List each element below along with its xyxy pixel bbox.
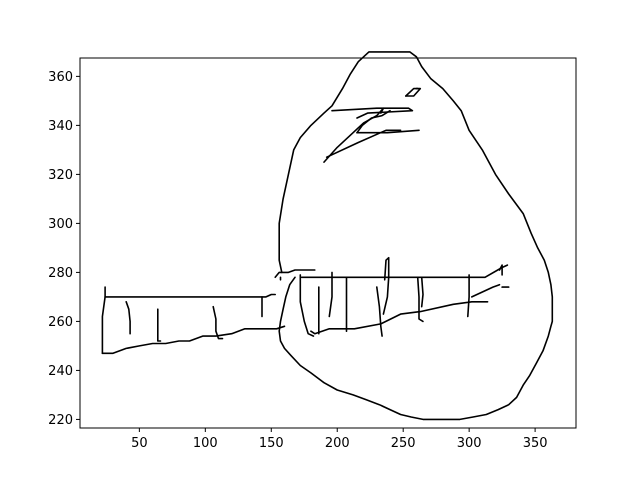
stroke-line-28 xyxy=(323,107,385,163)
axes-frame xyxy=(79,57,577,429)
y-tick-label-7: 360 xyxy=(48,70,73,85)
stroke-line-21 xyxy=(471,283,501,298)
stroke-line-4 xyxy=(104,286,276,298)
y-tick-label-4: 300 xyxy=(48,217,73,232)
stroke-line-2 xyxy=(278,51,554,421)
axes-layer: 50 100 150 200 250 300 350 220 240 260 280 300 320 34… xyxy=(48,70,547,451)
stroke-line-24 xyxy=(331,107,414,119)
x-tick-label-3: 200 xyxy=(325,436,350,451)
y-tick-label-0: 220 xyxy=(48,413,73,428)
plot-area xyxy=(80,58,576,428)
stroke-line-6 xyxy=(125,301,131,335)
stroke-line-22 xyxy=(498,264,503,276)
stroke-line-29 xyxy=(325,129,402,158)
y-tick-label-5: 320 xyxy=(48,168,73,183)
stroke-line-0 xyxy=(274,269,316,279)
stroke-line-17 xyxy=(382,256,390,315)
stroke-line-5 xyxy=(101,325,286,355)
stroke-line-16 xyxy=(376,286,383,337)
stroke-line-30 xyxy=(405,87,419,97)
stroke-line-20 xyxy=(467,274,470,318)
x-tick-label-4: 250 xyxy=(391,436,416,451)
x-tick-label-5: 300 xyxy=(457,436,482,451)
y-tick-label-6: 340 xyxy=(48,119,73,134)
y-tick-label-2: 260 xyxy=(48,315,73,330)
stroke-line-27 xyxy=(356,129,420,134)
stroke-line-19 xyxy=(420,276,424,308)
stroke-line-7 xyxy=(157,308,162,342)
stroke-line-11 xyxy=(300,264,509,279)
x-tick-label-1: 100 xyxy=(193,436,218,451)
stroke-line-12 xyxy=(310,301,489,335)
y-tick-label-1: 240 xyxy=(48,364,73,379)
x-tick-label-6: 350 xyxy=(523,436,548,451)
stroke-line-10 xyxy=(299,274,315,337)
y-tick-label-3: 280 xyxy=(48,266,73,281)
x-tick-label-0: 50 xyxy=(131,436,148,451)
stroke-line-18 xyxy=(416,276,424,323)
stroke-line-3 xyxy=(101,296,106,355)
x-tick-label-2: 150 xyxy=(259,436,284,451)
stroke-line-14 xyxy=(328,271,333,318)
series-layer xyxy=(101,51,554,421)
stroke-line-8 xyxy=(212,305,224,340)
